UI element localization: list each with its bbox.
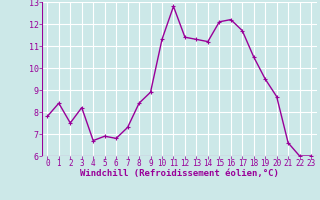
X-axis label: Windchill (Refroidissement éolien,°C): Windchill (Refroidissement éolien,°C) bbox=[80, 169, 279, 178]
